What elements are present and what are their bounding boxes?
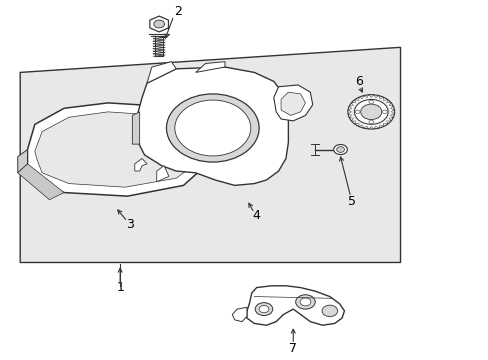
- Polygon shape: [20, 47, 400, 262]
- Text: 1: 1: [116, 281, 124, 294]
- Circle shape: [259, 306, 268, 313]
- Polygon shape: [348, 105, 353, 109]
- Polygon shape: [157, 166, 168, 182]
- Circle shape: [175, 100, 250, 156]
- Polygon shape: [273, 85, 312, 121]
- Polygon shape: [137, 67, 288, 185]
- Polygon shape: [383, 121, 387, 124]
- Circle shape: [336, 147, 344, 152]
- Polygon shape: [388, 115, 392, 118]
- Polygon shape: [135, 158, 147, 171]
- Text: 7: 7: [289, 342, 297, 355]
- Polygon shape: [18, 149, 27, 173]
- Text: 3: 3: [126, 218, 134, 231]
- Polygon shape: [388, 105, 392, 109]
- Text: 6: 6: [354, 75, 362, 88]
- Polygon shape: [366, 95, 370, 98]
- Polygon shape: [281, 92, 305, 116]
- Polygon shape: [370, 126, 375, 129]
- Circle shape: [322, 305, 337, 317]
- Circle shape: [382, 110, 386, 114]
- Polygon shape: [390, 109, 394, 112]
- Polygon shape: [351, 118, 355, 121]
- Text: 4: 4: [252, 210, 260, 222]
- Polygon shape: [379, 123, 383, 126]
- Polygon shape: [354, 100, 358, 103]
- Circle shape: [354, 99, 387, 124]
- Polygon shape: [348, 115, 353, 118]
- Polygon shape: [354, 121, 358, 124]
- Polygon shape: [246, 286, 344, 325]
- Polygon shape: [375, 96, 379, 99]
- Circle shape: [166, 94, 259, 162]
- Text: 2: 2: [173, 5, 181, 18]
- Polygon shape: [232, 307, 246, 321]
- Text: 5: 5: [347, 195, 355, 208]
- Circle shape: [154, 20, 164, 28]
- Polygon shape: [358, 123, 362, 126]
- Polygon shape: [366, 126, 370, 129]
- Polygon shape: [351, 103, 355, 105]
- Polygon shape: [18, 164, 64, 200]
- Circle shape: [300, 298, 310, 306]
- Polygon shape: [347, 109, 351, 112]
- Polygon shape: [35, 112, 203, 187]
- Polygon shape: [358, 97, 362, 100]
- Polygon shape: [362, 125, 366, 128]
- Polygon shape: [370, 95, 375, 98]
- Circle shape: [368, 100, 373, 104]
- Polygon shape: [27, 103, 215, 196]
- Polygon shape: [386, 118, 390, 121]
- Circle shape: [360, 104, 381, 120]
- Circle shape: [255, 303, 272, 316]
- Polygon shape: [195, 62, 224, 72]
- Circle shape: [295, 295, 315, 309]
- Polygon shape: [379, 97, 383, 100]
- Circle shape: [333, 144, 346, 154]
- Polygon shape: [149, 16, 168, 32]
- Circle shape: [368, 120, 373, 123]
- Polygon shape: [147, 62, 176, 83]
- Polygon shape: [362, 96, 366, 99]
- Polygon shape: [132, 112, 140, 144]
- Polygon shape: [375, 125, 379, 128]
- Polygon shape: [386, 103, 390, 105]
- Circle shape: [355, 110, 359, 114]
- Polygon shape: [390, 112, 394, 115]
- Polygon shape: [347, 112, 351, 115]
- Polygon shape: [383, 100, 387, 103]
